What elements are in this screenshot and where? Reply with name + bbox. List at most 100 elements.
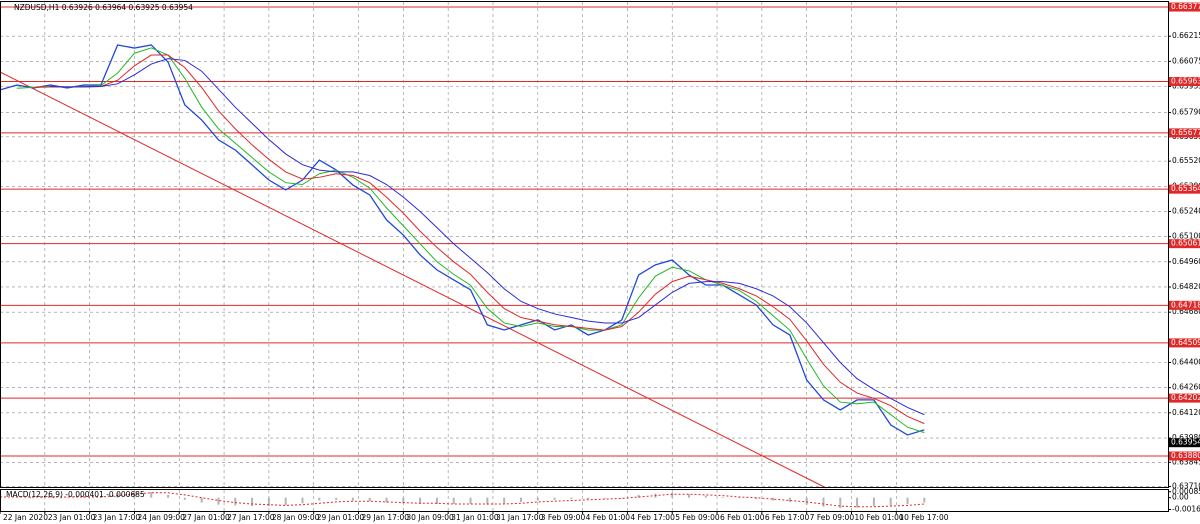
x-tick-label: 23 Jan 01:00 xyxy=(48,513,96,522)
macd-bar xyxy=(553,497,556,500)
x-tick-label: 6 Feb 17:00 xyxy=(765,513,810,522)
macd-bar xyxy=(889,497,892,506)
last-price-label: 0.63954 xyxy=(1171,438,1200,447)
macd-bar xyxy=(385,497,388,503)
x-tick-label: 10 Feb 01:00 xyxy=(854,513,903,522)
data-layer xyxy=(0,6,1168,509)
grid-layer xyxy=(0,2,1168,511)
x-tick-label: 3 Feb 09:00 xyxy=(541,513,586,522)
macd-bar xyxy=(32,497,35,499)
x-tick-label: 29 Jan 01:00 xyxy=(317,513,365,522)
macd-bar xyxy=(788,497,791,502)
level-label: 0.65364 xyxy=(1171,184,1200,193)
level-tag xyxy=(1169,451,1200,461)
y-tick-label: 0.64260 xyxy=(1172,383,1200,392)
price-frame xyxy=(0,1,1169,488)
level-label: 0.65061 xyxy=(1171,239,1200,248)
y-tick-label: 0.65240 xyxy=(1172,206,1200,215)
y-tick-label: 0.64960 xyxy=(1172,257,1200,266)
macd-bar xyxy=(738,497,741,499)
x-tick-label: 4 Feb 01:00 xyxy=(586,513,631,522)
macd-y-tick-label: 0.00 xyxy=(1172,493,1189,502)
macd-bar xyxy=(419,497,422,504)
macd-bar xyxy=(301,497,304,504)
macd-bar xyxy=(671,492,674,498)
level-tag xyxy=(1169,300,1200,310)
macd-bar xyxy=(150,492,153,498)
macd-bar xyxy=(167,494,170,498)
x-tick-label: 6 Feb 01:00 xyxy=(720,513,765,522)
x-tick-label: 4 Feb 17:00 xyxy=(630,513,675,522)
macd-bar xyxy=(923,497,926,503)
level-label: 0.64718 xyxy=(1171,300,1200,309)
x-tick-label: 7 Feb 09:00 xyxy=(810,513,855,522)
macd-bar xyxy=(519,497,522,502)
macd-bar xyxy=(351,497,354,501)
level-tag xyxy=(1169,128,1200,138)
x-tick-label: 28 Jan 09:00 xyxy=(272,513,320,522)
macd-y-tick-label: 0.00085 xyxy=(1172,487,1200,496)
level-tag xyxy=(1169,2,1200,12)
y-tick-label: 0.64680 xyxy=(1172,307,1200,316)
y-tick-label: 0.65100 xyxy=(1172,232,1200,241)
macd-bar xyxy=(402,497,405,504)
macd-bar xyxy=(637,494,640,498)
macd-bar xyxy=(570,497,573,500)
macd-bar xyxy=(234,497,237,506)
x-tick-label: 23 Jan 17:00 xyxy=(93,513,141,522)
macd-frame xyxy=(0,489,1169,512)
x-tick-label: 24 Jan 09:00 xyxy=(137,513,185,522)
x-tick-label: 22 Jan 2020 xyxy=(3,513,48,522)
x-tick-label: 31 Jan 01:00 xyxy=(451,513,499,522)
macd-bar xyxy=(721,497,724,498)
macd-bar xyxy=(688,494,691,498)
macd-bar xyxy=(183,497,186,500)
x-tick-label: 30 Jan 09:00 xyxy=(406,513,454,522)
y-tick-label: 0.65935 xyxy=(1172,82,1200,91)
y-tick-label: 0.64400 xyxy=(1172,357,1200,366)
level-label: 0.63880 xyxy=(1171,451,1200,460)
macd-bar xyxy=(604,497,607,499)
x-tick-label: 5 Feb 09:00 xyxy=(675,513,720,522)
macd-bar xyxy=(587,497,590,500)
level-tag xyxy=(1169,76,1200,86)
y-tick-label: 0.65790 xyxy=(1172,108,1200,117)
macd-bar xyxy=(200,497,203,503)
level-tag xyxy=(1169,338,1200,348)
y-tick-label: 0.63710 xyxy=(1172,482,1200,491)
y-tick-label: 0.66075 xyxy=(1172,56,1200,65)
macd-y-tick-label: -0.001686 xyxy=(1172,505,1200,514)
macd-bar xyxy=(906,497,909,504)
macd-bar xyxy=(620,497,623,499)
level-tag xyxy=(1169,184,1200,194)
y-tick-label: 0.65520 xyxy=(1172,156,1200,165)
macd-bar xyxy=(335,497,338,500)
macd-bar xyxy=(839,497,842,509)
level-label: 0.64509 xyxy=(1171,338,1200,347)
y-tick-label: 0.63845 xyxy=(1172,457,1200,466)
macd-bar xyxy=(822,497,825,507)
macd-bar xyxy=(805,497,808,505)
macd-bar xyxy=(704,495,707,498)
macd-bar xyxy=(872,497,875,507)
level-tag xyxy=(1169,393,1200,403)
macd-bar xyxy=(856,497,859,508)
macd-bar xyxy=(368,497,371,502)
y-tick-label: 0.64820 xyxy=(1172,282,1200,291)
macd-bar xyxy=(49,497,52,498)
x-tick-label: 27 Jan 17:00 xyxy=(227,513,275,522)
macd-bar xyxy=(503,497,506,504)
moving-average xyxy=(50,58,925,416)
macd-title: MACD(12,26,9) -0.000401 -0.000685 xyxy=(6,490,145,499)
macd-bar xyxy=(772,497,775,501)
level-label: 0.66377 xyxy=(1171,2,1200,11)
y-tick-label: 0.66215 xyxy=(1172,31,1200,40)
level-label: 0.64202 xyxy=(1171,393,1200,402)
y-tick-label: 0.64120 xyxy=(1172,408,1200,417)
macd-bar xyxy=(66,497,69,499)
macd-bar xyxy=(267,497,270,507)
level-tag xyxy=(1169,239,1200,249)
macd-bar xyxy=(469,497,472,504)
